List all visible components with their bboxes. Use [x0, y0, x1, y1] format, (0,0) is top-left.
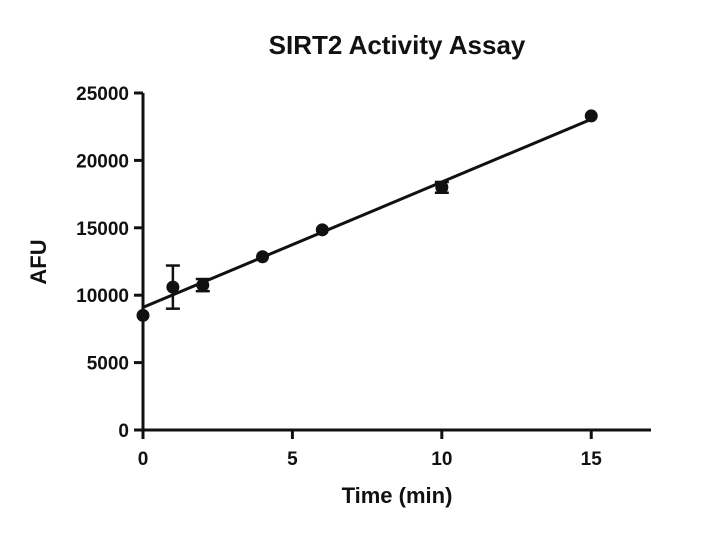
- data-point: [584, 109, 598, 123]
- x-tick-label: 0: [138, 449, 149, 470]
- x-tick-label: 5: [287, 449, 298, 470]
- data-points: [136, 109, 598, 322]
- y-tick-label: 15000: [76, 219, 129, 240]
- y-axis-label: AFU: [26, 239, 51, 284]
- x-tick-label: 10: [431, 449, 452, 470]
- fit-line-group: [142, 117, 592, 309]
- plot-area: 0 5 10 15 0 5000 10000 15000 20000 25000: [76, 84, 651, 470]
- data-point: [435, 180, 449, 194]
- data-point: [136, 308, 150, 322]
- y-tick-label: 5000: [87, 354, 129, 375]
- fit-line: [142, 117, 592, 309]
- y-ticks: 0 5000 10000 15000 20000 25000: [76, 84, 143, 442]
- y-tick-label: 0: [118, 421, 129, 442]
- x-tick-label: 15: [581, 449, 603, 470]
- data-point: [315, 223, 329, 237]
- x-axis-label: Time (min): [342, 483, 453, 508]
- error-bars: [165, 180, 449, 310]
- data-point: [166, 280, 180, 294]
- y-tick-label: 20000: [76, 151, 129, 172]
- y-tick-label: 25000: [76, 84, 129, 105]
- x-ticks: 0 5 10 15: [138, 430, 603, 470]
- chart-title: SIRT2 Activity Assay: [269, 30, 526, 60]
- data-point: [256, 250, 270, 264]
- y-tick-label: 10000: [76, 286, 129, 307]
- data-point: [196, 278, 210, 292]
